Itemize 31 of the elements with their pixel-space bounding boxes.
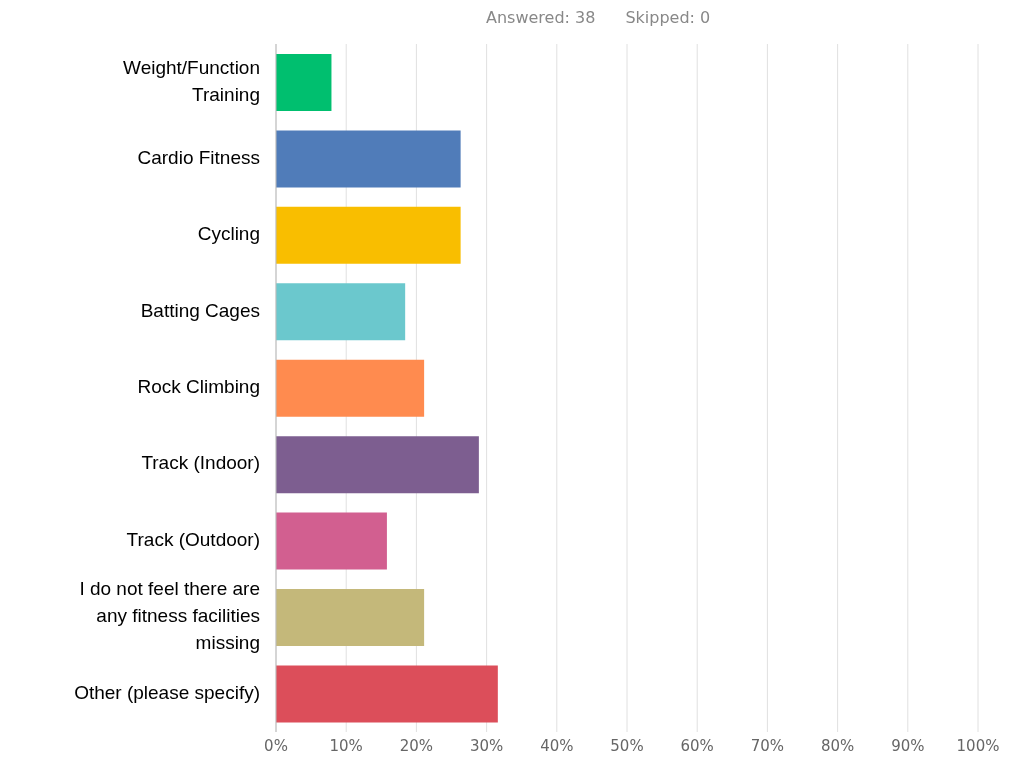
bar <box>276 206 461 264</box>
y-tick-label: Other (please specify) <box>74 681 260 703</box>
y-tick-label: Rock Climbing <box>137 376 260 398</box>
x-tick-label: 40% <box>540 736 574 755</box>
text: Skipped: 0 <box>625 8 711 27</box>
y-tick-label: Cycling <box>197 223 260 245</box>
x-tick-label: 80% <box>820 736 855 755</box>
x-tick-label: 10% <box>329 736 363 755</box>
bar <box>276 283 406 341</box>
text: Answered: 38 <box>486 8 596 27</box>
x-tick-label: 50% <box>610 736 644 755</box>
bar <box>276 359 425 417</box>
bar <box>276 512 387 570</box>
bar <box>276 53 332 111</box>
y-tick-label: Track (Outdoor) <box>126 528 260 550</box>
y-tick-label: Track (Indoor) <box>141 452 260 474</box>
x-tick-label: 60% <box>680 736 714 755</box>
bar <box>276 665 498 723</box>
y-tick-label: Cardio Fitness <box>137 146 260 168</box>
x-tick-label: 90% <box>891 736 925 755</box>
x-tick-label: 30% <box>469 736 504 755</box>
bar <box>276 436 479 494</box>
x-tick-label: 100% <box>956 736 1000 755</box>
x-tick-label: 20% <box>399 736 434 755</box>
x-tick-label: 0% <box>264 736 288 755</box>
bar <box>276 130 461 188</box>
y-tick-label: Weight/Function Training <box>123 56 260 105</box>
x-tick-label: 70% <box>750 736 785 755</box>
bar <box>276 589 425 647</box>
y-tick-label: I do not feel there are any fitness facilities missing <box>79 578 260 654</box>
y-tick-label: Batting Cages <box>140 299 260 321</box>
